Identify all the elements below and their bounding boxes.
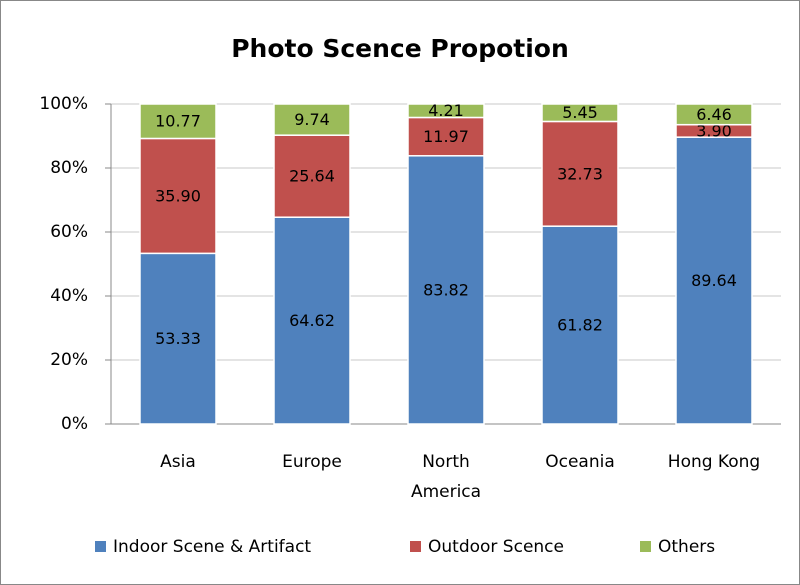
bar-segment xyxy=(139,103,217,140)
bar-segment xyxy=(407,155,485,425)
x-tick-label: Europe xyxy=(282,452,342,472)
data-label: 25.64 xyxy=(289,167,335,186)
legend-label: Outdoor Scence xyxy=(428,537,564,557)
x-tick-label: North America xyxy=(411,452,481,502)
bar-segment xyxy=(407,103,485,119)
x-tick-label: Hong Kong xyxy=(668,452,760,472)
y-tick-label: 40% xyxy=(50,286,88,306)
data-label: 3.90 xyxy=(696,121,732,140)
legend-label: Indoor Scene & Artifact xyxy=(113,537,311,557)
bar-segment xyxy=(273,103,351,136)
y-tick-label: 20% xyxy=(50,350,88,370)
chart-title: Photo Scence Propotion xyxy=(231,34,569,63)
bar-segment xyxy=(675,136,753,425)
data-label: 11.97 xyxy=(423,127,469,146)
x-tick-label: Oceania xyxy=(545,452,615,472)
data-label: 32.73 xyxy=(557,164,603,183)
bar-segment xyxy=(541,103,619,123)
data-label: 6.46 xyxy=(696,105,732,124)
data-label: 9.74 xyxy=(294,110,330,129)
data-label: 61.82 xyxy=(557,316,603,335)
bar-segment xyxy=(541,120,619,227)
bar-segment xyxy=(273,134,351,218)
data-label: 53.33 xyxy=(155,329,201,348)
bar-segment xyxy=(541,225,619,425)
bar-segment xyxy=(675,103,753,126)
y-tick-label: 60% xyxy=(50,222,88,242)
data-label: 4.21 xyxy=(428,101,464,120)
y-tick-label: 80% xyxy=(50,158,88,178)
legend-swatch xyxy=(410,541,421,552)
data-label: 10.77 xyxy=(155,112,201,131)
data-label: 64.62 xyxy=(289,311,335,330)
bar-segment xyxy=(407,116,485,157)
y-tick-label: 100% xyxy=(39,94,88,114)
legend-label: Others xyxy=(658,537,715,557)
bar-segment xyxy=(139,252,217,425)
data-label: 35.90 xyxy=(155,186,201,205)
legend-swatch xyxy=(640,541,651,552)
data-label: 83.82 xyxy=(423,280,469,299)
legend-swatch xyxy=(95,541,106,552)
y-tick-label: 0% xyxy=(61,414,88,434)
bar-segment xyxy=(273,216,351,425)
x-tick-label: Asia xyxy=(160,452,196,472)
data-label: 89.64 xyxy=(691,271,737,290)
bar-segment xyxy=(139,137,217,255)
data-label: 5.45 xyxy=(562,103,598,122)
